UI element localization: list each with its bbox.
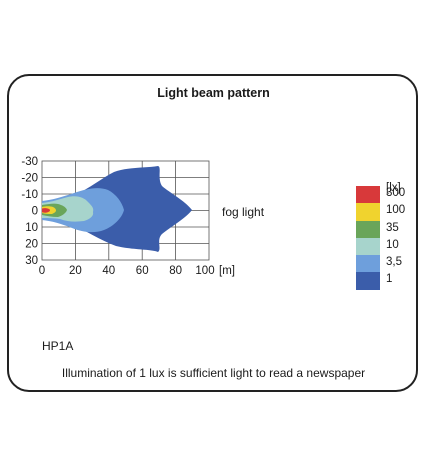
- model-label: HP1A: [42, 339, 74, 353]
- legend-swatch: [356, 255, 380, 273]
- y-tick-label: 10: [25, 222, 38, 234]
- legend-label: 300: [386, 187, 406, 199]
- legend-label: 10: [386, 238, 399, 251]
- y-tick-label: -30: [21, 156, 38, 168]
- legend-swatch: [356, 186, 380, 204]
- legend-swatch: [356, 220, 380, 238]
- y-tick-label: 30: [25, 255, 38, 267]
- x-tick-label: 20: [69, 265, 82, 277]
- legend-label: 100: [386, 204, 406, 217]
- zone-300-lux: [42, 208, 50, 213]
- x-axis-unit: [m]: [219, 265, 235, 277]
- y-tick-label: -10: [21, 189, 38, 201]
- legend-label: 35: [386, 221, 399, 234]
- beam-label: fog light: [222, 205, 265, 219]
- x-tick-label: 60: [136, 265, 149, 277]
- legend: 300 100 35 10 3,5 1: [356, 186, 420, 290]
- x-tick-label: 80: [169, 265, 182, 277]
- legend-item: 1: [356, 272, 420, 290]
- footnote: Illumination of 1 lux is sufficient ligh…: [61, 366, 366, 380]
- y-tick-label: 0: [32, 206, 38, 218]
- legend-label: 1: [386, 273, 393, 286]
- legend-item: 35: [356, 220, 420, 238]
- legend-item: 100: [356, 203, 420, 221]
- y-tick-label: -20: [21, 173, 38, 185]
- diagram-title: Light beam pattern: [157, 86, 270, 100]
- legend-item: 10: [356, 237, 420, 256]
- legend-swatch: [356, 203, 380, 221]
- legend-label: 3,5: [386, 256, 402, 269]
- x-tick-label: 0: [39, 265, 45, 277]
- x-tick-label: 40: [102, 265, 115, 277]
- y-tick-label: 20: [25, 239, 38, 251]
- legend-swatch: [356, 272, 380, 290]
- legend-swatch: [356, 237, 380, 256]
- x-tick-label: 100: [195, 265, 214, 277]
- legend-item: 300: [356, 186, 420, 204]
- legend-item: 3,5: [356, 255, 420, 273]
- legend-unit: [lx]: [386, 182, 401, 194]
- panel-frame: [7, 74, 418, 392]
